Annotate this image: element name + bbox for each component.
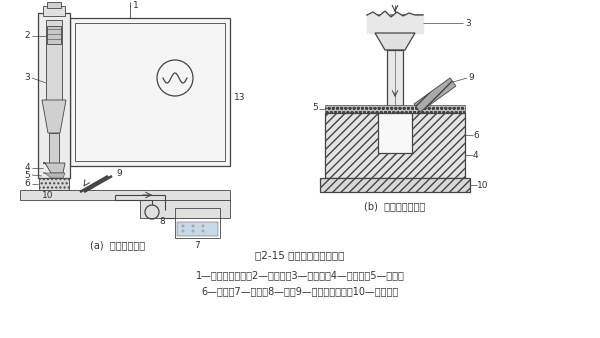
Circle shape (182, 230, 185, 233)
Bar (49, 133, 59, 163)
Text: 图2-15 超声加工的基本装置: 图2-15 超声加工的基本装置 (256, 250, 344, 260)
Bar (46, 20, 62, 100)
Text: 1—超声波发生器；2—换能器；3—变幅杆；4—工具头；5—磨料；: 1—超声波发生器；2—换能器；3—变幅杆；4—工具头；5—磨料； (196, 270, 404, 280)
Bar (47, 2, 61, 8)
Text: 3: 3 (465, 19, 471, 27)
Bar (320, 178, 470, 192)
Text: 7: 7 (194, 241, 200, 249)
Bar (20, 190, 230, 200)
Text: 5: 5 (312, 103, 318, 113)
Circle shape (182, 224, 185, 227)
Bar (39, 178, 69, 190)
Text: 3: 3 (24, 73, 30, 82)
Text: 9: 9 (468, 72, 474, 81)
Bar (177, 222, 218, 236)
Text: 6: 6 (473, 130, 479, 140)
Text: 13: 13 (234, 94, 245, 102)
Text: 12: 12 (389, 128, 401, 138)
Bar (387, 50, 403, 110)
Bar (140, 200, 230, 218)
Bar (70, 18, 230, 166)
Polygon shape (42, 100, 66, 133)
Bar (325, 105, 465, 113)
Polygon shape (414, 78, 456, 112)
Bar (75, 23, 225, 161)
Text: (b)  加工区的放大图: (b) 加工区的放大图 (364, 201, 425, 211)
Bar (43, 6, 65, 16)
Bar (175, 208, 220, 238)
Circle shape (191, 230, 194, 233)
Text: 10: 10 (477, 180, 488, 190)
Text: 2: 2 (25, 31, 30, 41)
Bar (47, 26, 61, 44)
Text: 4: 4 (25, 164, 30, 172)
Text: 1: 1 (133, 0, 139, 9)
Polygon shape (375, 33, 415, 50)
Text: 6—工件；7—容器；8—泵；9—磨料供给管头；10—工作台；: 6—工件；7—容器；8—泵；9—磨料供给管头；10—工作台； (202, 286, 398, 296)
Bar (325, 113, 465, 178)
Polygon shape (43, 173, 65, 178)
Text: 9: 9 (116, 169, 122, 177)
Bar (38, 13, 70, 178)
Polygon shape (367, 15, 423, 33)
Text: 4: 4 (473, 150, 479, 160)
Circle shape (191, 224, 194, 227)
Text: 6: 6 (24, 179, 30, 189)
Text: 8: 8 (159, 217, 165, 226)
Circle shape (202, 230, 205, 233)
Circle shape (202, 224, 205, 227)
Bar (378, 113, 412, 153)
Text: 10: 10 (42, 191, 54, 199)
Polygon shape (43, 163, 65, 173)
Text: (a)  超声加工装置: (a) 超声加工装置 (91, 240, 146, 250)
Text: 5: 5 (24, 170, 30, 179)
